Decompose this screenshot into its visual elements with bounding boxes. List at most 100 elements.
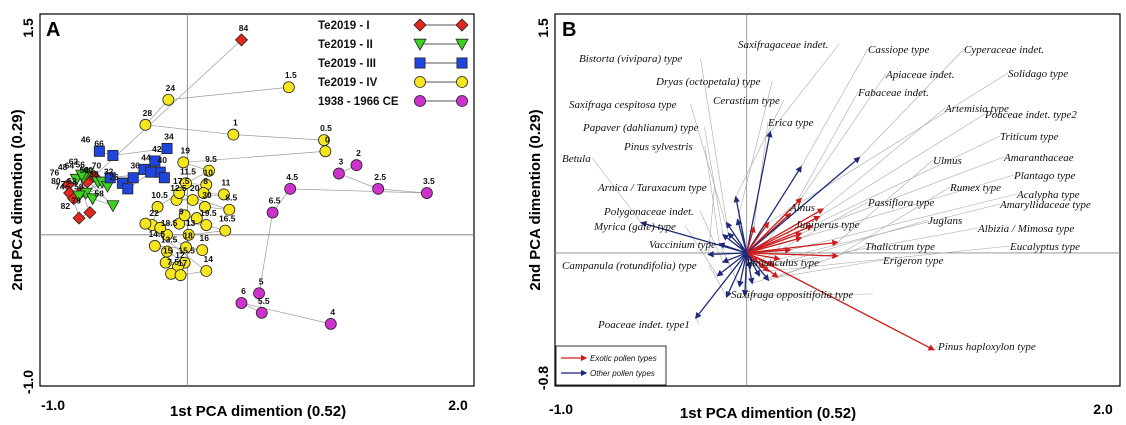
vector-label-poaceae-indet-type2: Poaceae indet. type2	[984, 109, 1077, 121]
point-label: 48	[58, 162, 68, 172]
panel-b-plot-area	[554, 13, 1121, 387]
vector-label-albizia-mimosa-type: Albizia / Mimosa type	[977, 223, 1074, 235]
label-leader	[690, 103, 729, 234]
label-leader	[719, 243, 740, 287]
point-te2019-iv-14	[200, 265, 213, 277]
point-label: 26	[109, 172, 119, 182]
vector-solidago-type	[746, 221, 770, 254]
vector-label-campanula-rotundifolia-type: Campanula (rotundifolia) type	[562, 260, 697, 272]
panel-a-y-tick-max: 1.5	[20, 18, 36, 38]
panel-b-x-tick-min: -1.0	[549, 401, 573, 417]
point-te2019-iv-37	[190, 212, 203, 225]
vector-label-artemisia-type: Artemisia type	[944, 103, 1009, 115]
vector-amaryllidaceae-type	[746, 252, 781, 262]
point-te2019-iv-30	[199, 201, 211, 213]
point-label: 40	[158, 155, 168, 165]
vector-label-amaranthaceae: Amaranthaceae	[1003, 152, 1074, 164]
point-label: 16	[199, 233, 209, 243]
vector-label-arnica-taraxacum-type: Arnica / Taraxacum type	[597, 182, 707, 194]
legend-marker	[456, 95, 468, 107]
point-label: 1	[233, 118, 238, 128]
trajectory-line	[112, 148, 168, 156]
point-label: 72	[61, 179, 71, 189]
vector-erigeron-type	[746, 252, 779, 278]
vector-campanula-rotundifolia-type	[725, 252, 748, 299]
legend-marker	[413, 38, 427, 51]
legend-label: Te2019 - II	[318, 39, 373, 51]
legend-label: Te2019 - IV	[318, 77, 378, 89]
label-leader	[811, 135, 1001, 226]
vector-vaccinium-type	[737, 252, 748, 288]
point-te2019-iv-19	[177, 156, 190, 169]
point-label: 50	[74, 182, 84, 192]
trajectory-line	[338, 173, 379, 190]
point-label: 0.5	[320, 123, 332, 133]
point-label: 12	[175, 250, 185, 260]
panel-a-label: A	[46, 19, 60, 41]
point-label: 19	[181, 145, 191, 155]
vector-label-saxifragaceae-indet: Saxifragaceae indet.	[738, 39, 828, 51]
vector-label-juglans: Juglans	[928, 215, 962, 227]
point-te2019-iv-13	[182, 228, 195, 241]
vector-label-eucalyptus-type: Eucalyptus type	[1009, 241, 1080, 253]
vector-label-alnus: Alnus	[789, 202, 815, 214]
point-te2019-iv-19-5	[200, 219, 213, 231]
point-te2019-i-84	[234, 33, 249, 47]
point-label: 18	[183, 230, 193, 240]
point-te2019-iii-46	[93, 145, 105, 157]
vector-myrica-gale-type	[716, 252, 748, 277]
vector-label-juniperus-type: Juniperus type	[795, 219, 860, 231]
point-label: 2.5	[374, 172, 386, 182]
vector-amaranthaceae	[746, 231, 803, 254]
point-label: 19.5	[200, 208, 217, 218]
legend-marker	[455, 18, 469, 32]
point-1938-1966-ce-5	[253, 287, 265, 300]
point-1938-1966-ce-2	[350, 159, 363, 172]
point-1938-1966-ce-6-5	[266, 206, 279, 219]
trajectory-line	[258, 212, 273, 294]
label-leader	[737, 80, 773, 220]
label-leader	[790, 91, 859, 214]
vector-label-myrica-gale-type: Myrica (gale) type	[593, 221, 676, 233]
legend-marker	[456, 76, 468, 88]
vector-artemisia-type	[746, 208, 825, 254]
point-label: 16.5	[219, 214, 236, 224]
label-leader	[768, 72, 1009, 223]
point-label: 13	[186, 218, 196, 228]
panel-a-legend: Te2019 - I Te2019 - II Te2019 - III Te2019 …	[318, 18, 469, 108]
panel-a-y-tick-min: -1.0	[20, 370, 36, 394]
point-te2019-iv-20	[186, 194, 199, 206]
point-te2019-iv-14-5	[148, 240, 161, 252]
point-label: 6.5	[269, 196, 281, 206]
point-te2019-iv-35	[154, 221, 167, 234]
point-label: 10.5	[151, 190, 168, 200]
point-te2019-iv-16	[196, 244, 209, 257]
panel-b-y-tick-max: 1.5	[535, 18, 551, 38]
point-te2019-iv-28	[139, 118, 152, 131]
label-leader	[768, 245, 866, 281]
label-leader	[800, 73, 887, 199]
point-label: 56	[75, 159, 85, 169]
vector-juniperus-type	[746, 252, 761, 277]
vector-ulmus	[746, 239, 839, 254]
vector-erica-type	[746, 225, 756, 254]
vector-papaver-dahlianum-type	[722, 234, 748, 254]
point-label: 30	[202, 190, 212, 200]
point-1938-1966-ce-3	[332, 167, 345, 180]
point-1938-1966-ce-4	[324, 317, 337, 330]
vector-label-ulmus: Ulmus	[933, 155, 962, 167]
point-label: 66	[94, 138, 104, 148]
vector-label-passiflora-type: Passiflora type	[867, 197, 934, 209]
point-label: 70	[92, 161, 102, 171]
trajectory-line	[183, 150, 326, 163]
panel-b: Pinus haploxylon type Rumex type Ulmus Arte…	[527, 13, 1121, 422]
vector-label-poaceae-indet-type1: Poaceae indet. type1	[597, 319, 690, 331]
trajectory-line	[154, 245, 203, 251]
point-label: 7.5	[167, 257, 179, 267]
point-label: 9	[179, 207, 184, 217]
point-label: 11	[221, 177, 230, 187]
vector-label-papaver-dahlianum-type: Papaver (dahlianum) type	[582, 122, 699, 134]
point-label: 12.5	[170, 183, 187, 193]
vector-arnica-taraxacum-type	[707, 251, 747, 258]
